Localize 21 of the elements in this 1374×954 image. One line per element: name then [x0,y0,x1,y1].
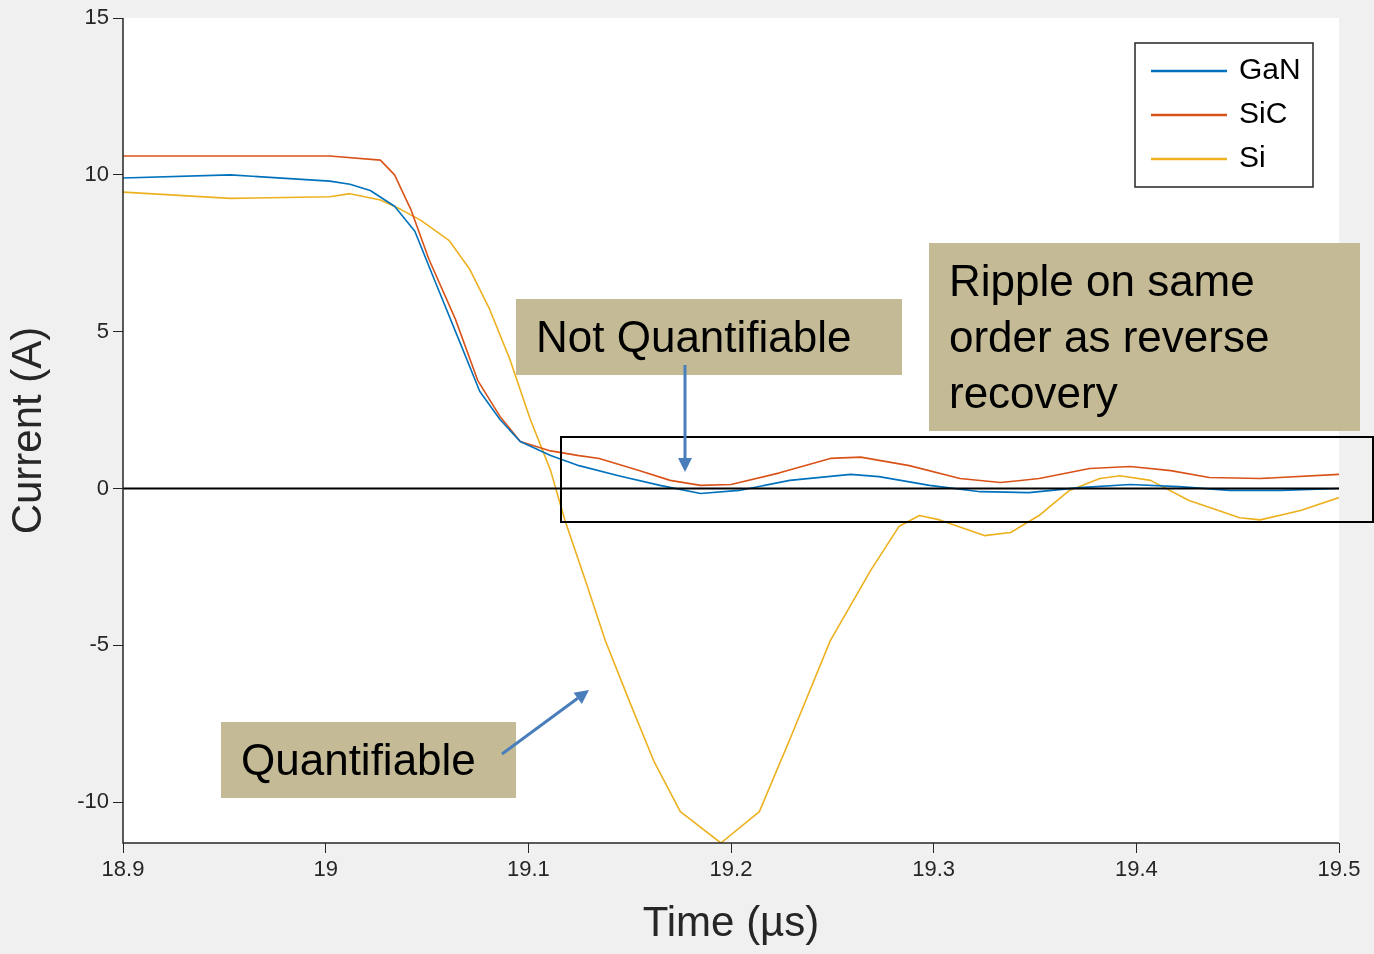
y-axis-title: Current (A) [2,326,50,535]
annotation: Quantifiable [221,722,516,798]
x-tick-label: 19.2 [709,856,753,882]
x-tick-label: 19.3 [912,856,956,882]
x-tick-label: 18.9 [101,856,145,882]
x-tick-label: 19 [313,856,338,882]
y-tick-label: -10 [77,788,109,814]
y-tick-label: 0 [96,474,109,500]
legend-label: SiC [1239,96,1288,130]
y-tick-label: -5 [89,631,109,657]
legend-label: GaN [1239,52,1301,86]
legend-label: Si [1239,140,1266,174]
annotation: Not Quantifiable [516,299,902,375]
x-tick-label: 19.5 [1317,856,1361,882]
annotation: Ripple on same order as reverse recovery [929,243,1360,431]
y-tick-label: 10 [84,160,109,186]
x-axis-title: Time (µs) [642,898,820,946]
x-tick-label: 19.4 [1114,856,1158,882]
y-tick-label: 5 [96,317,109,343]
y-tick-label: 15 [84,4,109,30]
x-tick-label: 19.1 [506,856,550,882]
